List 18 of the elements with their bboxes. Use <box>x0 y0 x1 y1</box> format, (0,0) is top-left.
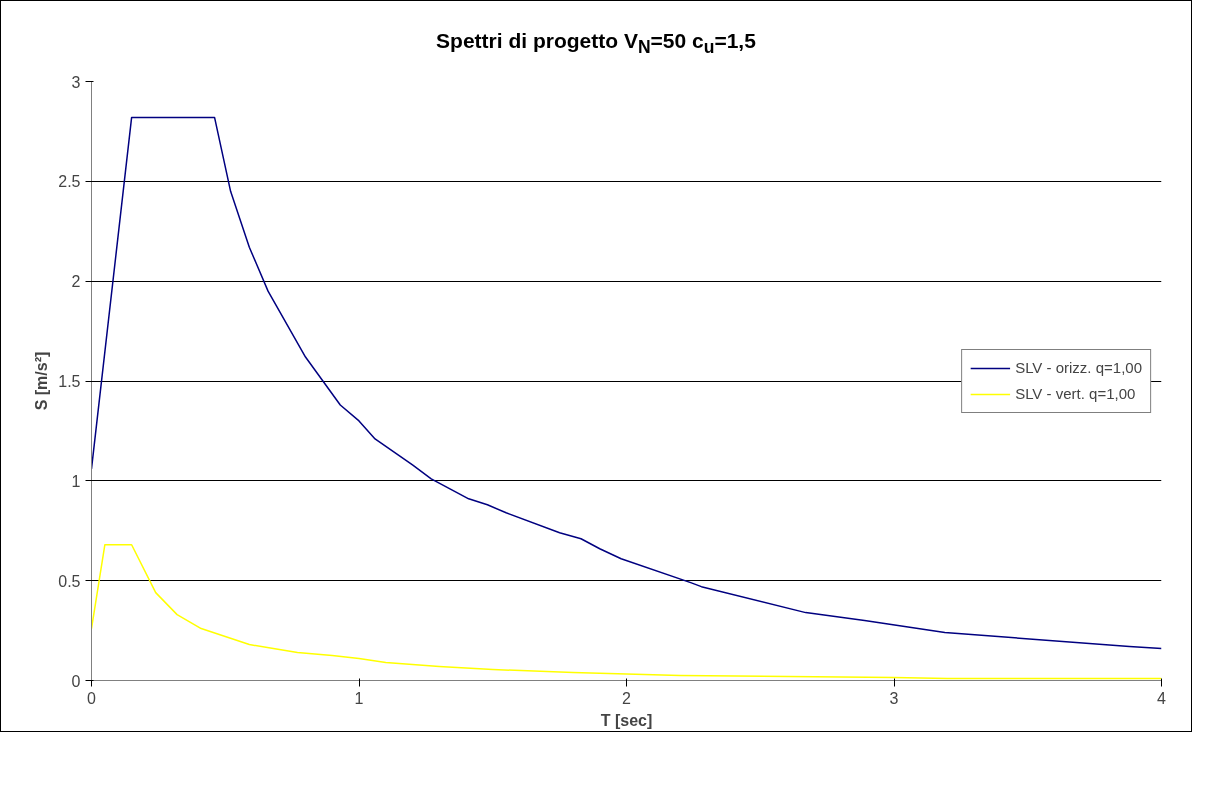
y-tick-label: 2.5 <box>58 173 81 191</box>
x-tick-label: 3 <box>889 689 899 707</box>
x-tick-label: 0 <box>87 689 97 707</box>
x-tick-label: 2 <box>622 689 632 707</box>
y-tick-label: 1 <box>71 472 81 490</box>
y-tick-label: 1.5 <box>58 373 81 390</box>
x-tick-label: 1 <box>354 689 364 707</box>
y-tick-label: 0.5 <box>58 572 81 590</box>
line-series <box>91 116 1162 650</box>
legend-label: SLV - orizz. q=1,00 <box>1015 359 1142 376</box>
x-tick-label: 4 <box>1157 689 1167 707</box>
legend-label: SLV - vert. q=1,00 <box>1015 385 1136 402</box>
y-tick-label: 2 <box>71 273 81 291</box>
x-axis-title: T [sec] <box>600 711 653 729</box>
chart-title: Spettri di progetto V$_{N}$=50 c$_{u}$=1,5 <box>436 28 756 60</box>
y-tick-label: 3 <box>71 73 81 91</box>
y-tick-label: 0 <box>71 672 81 690</box>
y-axis-title: S [m/s²] <box>33 351 51 411</box>
